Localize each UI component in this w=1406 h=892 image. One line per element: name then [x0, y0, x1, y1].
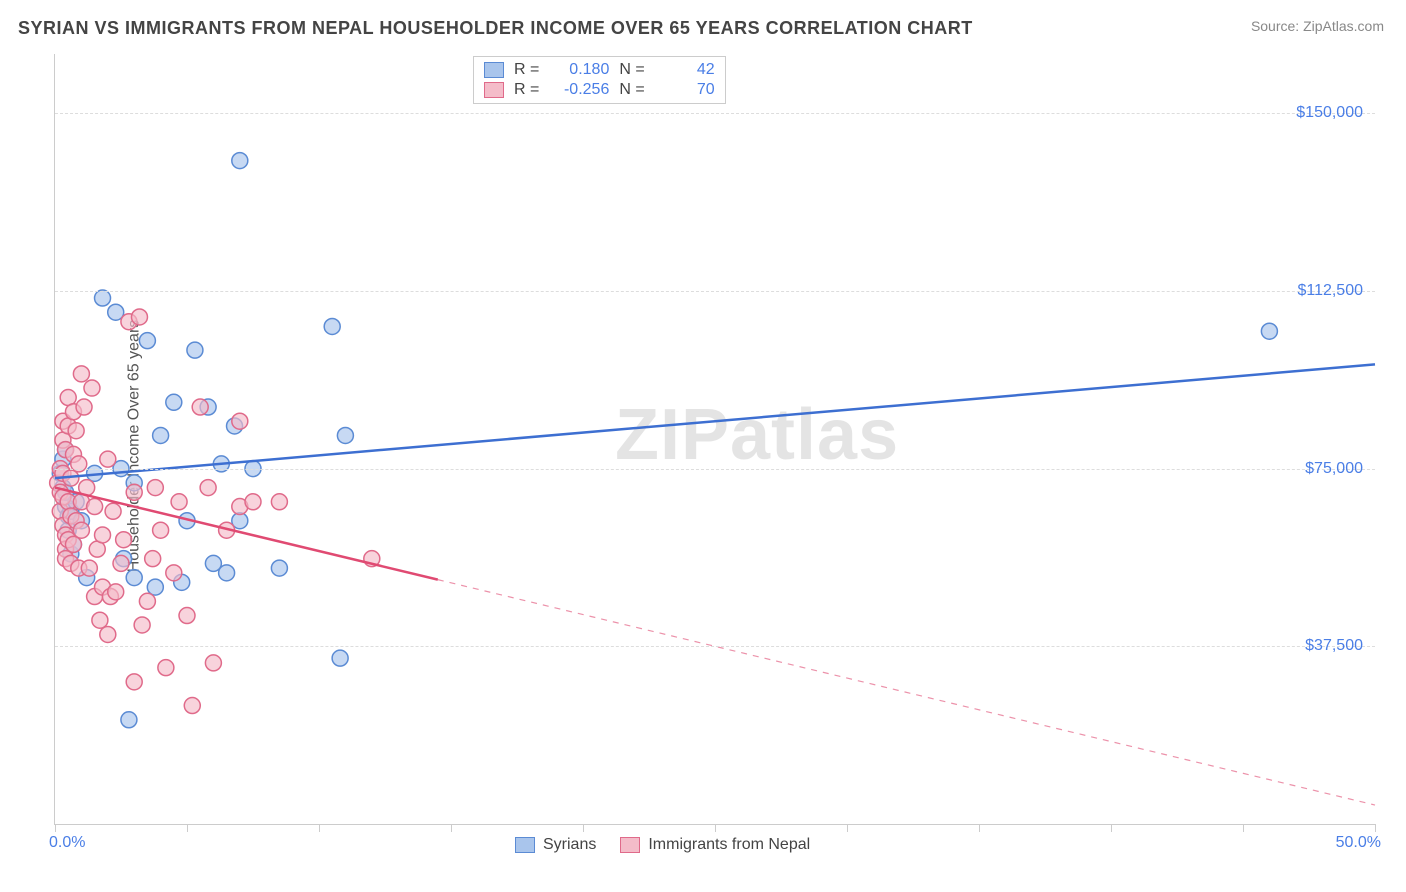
- gridline: [55, 291, 1375, 292]
- gridline: [55, 469, 1375, 470]
- r-value-syrians: 0.180: [549, 61, 609, 79]
- n-value-syrians: 42: [655, 61, 715, 79]
- data-point: [184, 698, 200, 714]
- data-point: [245, 494, 261, 510]
- data-point: [81, 560, 97, 576]
- legend-item-nepal: Immigrants from Nepal: [620, 836, 810, 854]
- data-point: [171, 494, 187, 510]
- x-tick: [1111, 824, 1112, 832]
- x-tick: [1375, 824, 1376, 832]
- data-point: [232, 413, 248, 429]
- n-label: N =: [619, 81, 644, 99]
- r-value-nepal: -0.256: [549, 81, 609, 99]
- gridline: [55, 646, 1375, 647]
- data-point: [147, 579, 163, 595]
- swatch-syrians: [484, 62, 504, 78]
- legend-item-syrians: Syrians: [515, 836, 596, 854]
- regression-line-solid: [55, 364, 1375, 478]
- data-point: [153, 427, 169, 443]
- data-point: [166, 565, 182, 581]
- data-point: [131, 309, 147, 325]
- data-point: [324, 318, 340, 334]
- data-point: [108, 584, 124, 600]
- data-point: [153, 522, 169, 538]
- x-tick: [583, 824, 584, 832]
- data-point: [271, 560, 287, 576]
- data-point: [332, 650, 348, 666]
- data-point: [126, 484, 142, 500]
- data-point: [134, 617, 150, 633]
- data-point: [126, 570, 142, 586]
- data-point: [68, 423, 84, 439]
- x-tick: [451, 824, 452, 832]
- x-axis-max-label: 50.0%: [1336, 834, 1381, 852]
- scatter-plot-area: ZIPatlas R = 0.180 N = 42 R = -0.256 N =…: [54, 54, 1375, 825]
- data-point: [100, 626, 116, 642]
- data-point: [145, 551, 161, 567]
- data-point: [121, 712, 137, 728]
- legend-row-nepal: R = -0.256 N = 70: [484, 81, 715, 99]
- data-point: [205, 655, 221, 671]
- data-point: [139, 333, 155, 349]
- data-point: [219, 565, 235, 581]
- data-point: [192, 399, 208, 415]
- data-point: [166, 394, 182, 410]
- legend-row-syrians: R = 0.180 N = 42: [484, 61, 715, 79]
- x-tick: [319, 824, 320, 832]
- data-point: [92, 612, 108, 628]
- series-legend: Syrians Immigrants from Nepal: [515, 836, 810, 854]
- data-point: [1261, 323, 1277, 339]
- series-name-nepal: Immigrants from Nepal: [648, 836, 810, 854]
- y-tick-label: $112,500: [1297, 282, 1363, 300]
- data-point: [65, 536, 81, 552]
- swatch-syrians-bottom: [515, 837, 535, 853]
- data-point: [95, 527, 111, 543]
- data-point: [105, 503, 121, 519]
- x-tick: [1243, 824, 1244, 832]
- data-point: [200, 480, 216, 496]
- data-point: [232, 153, 248, 169]
- x-tick: [979, 824, 980, 832]
- x-tick: [55, 824, 56, 832]
- data-point: [113, 555, 129, 571]
- x-tick: [187, 824, 188, 832]
- x-tick: [847, 824, 848, 832]
- series-name-syrians: Syrians: [543, 836, 596, 854]
- gridline: [55, 113, 1375, 114]
- chart-title: SYRIAN VS IMMIGRANTS FROM NEPAL HOUSEHOL…: [18, 18, 973, 39]
- data-point: [187, 342, 203, 358]
- regression-line-dashed: [438, 580, 1375, 805]
- data-point: [147, 480, 163, 496]
- data-point: [95, 290, 111, 306]
- data-point: [76, 399, 92, 415]
- y-tick-label: $150,000: [1296, 104, 1363, 122]
- correlation-legend: R = 0.180 N = 42 R = -0.256 N = 70: [473, 56, 726, 104]
- data-point: [84, 380, 100, 396]
- data-point: [87, 499, 103, 515]
- n-label: N =: [619, 61, 644, 79]
- swatch-nepal-bottom: [620, 837, 640, 853]
- x-axis-min-label: 0.0%: [49, 834, 85, 852]
- y-tick-label: $37,500: [1305, 637, 1363, 655]
- x-tick: [715, 824, 716, 832]
- n-value-nepal: 70: [655, 81, 715, 99]
- data-point: [139, 593, 155, 609]
- r-label: R =: [514, 61, 539, 79]
- y-tick-label: $75,000: [1305, 460, 1363, 478]
- data-point: [73, 366, 89, 382]
- data-point: [179, 608, 195, 624]
- data-point: [337, 427, 353, 443]
- data-point: [100, 451, 116, 467]
- swatch-nepal: [484, 82, 504, 98]
- data-point: [73, 522, 89, 538]
- data-point: [116, 532, 132, 548]
- chart-svg: [55, 54, 1375, 824]
- data-point: [271, 494, 287, 510]
- data-point: [158, 660, 174, 676]
- r-label: R =: [514, 81, 539, 99]
- source-attribution: Source: ZipAtlas.com: [1251, 18, 1384, 34]
- data-point: [126, 674, 142, 690]
